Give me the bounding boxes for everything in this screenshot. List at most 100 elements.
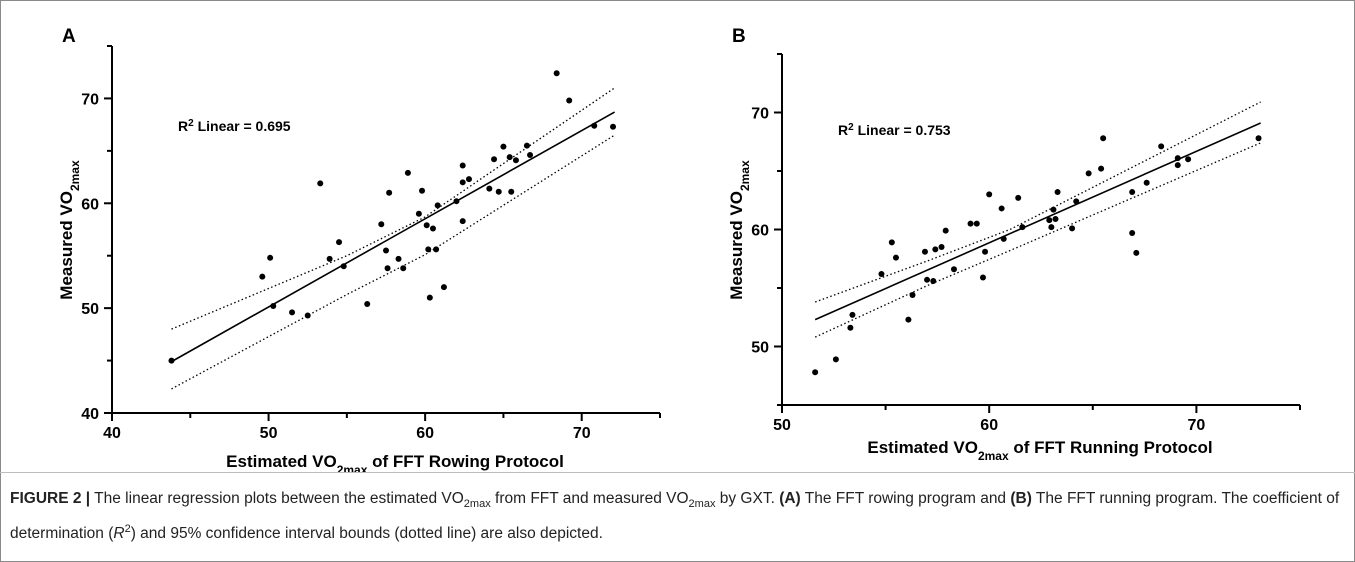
data-point — [1174, 162, 1181, 169]
data-point — [1255, 135, 1262, 142]
data-point — [395, 255, 402, 262]
panel-b: B 50 60 70 50 60 70 R2 Linear = 0.753 Estimated … — [727, 26, 1301, 463]
data-point — [434, 202, 441, 209]
panel-a: A 40 50 60 70 40 50 60 70 R2 Linear = 0.695 Estima… — [57, 26, 661, 472]
data-point — [459, 218, 466, 225]
x-label-subscript: 2max — [978, 449, 1009, 463]
data-point — [950, 266, 957, 273]
data-point — [415, 210, 422, 217]
data-point — [1085, 170, 1092, 177]
data-point — [340, 263, 347, 270]
regression-line — [171, 111, 615, 363]
panel-label: A — [62, 26, 76, 47]
data-point — [924, 276, 931, 283]
y-label-subscript: 2max — [738, 160, 752, 191]
data-point — [423, 222, 430, 229]
y-tick-label: 50 — [751, 340, 769, 357]
data-point — [1133, 249, 1140, 256]
data-point — [491, 156, 498, 163]
data-point — [419, 187, 426, 194]
data-point — [1158, 143, 1165, 150]
data-point — [1050, 206, 1057, 213]
data-point — [317, 180, 324, 187]
r-squared-value: Linear = 0.753 — [854, 122, 951, 138]
data-point — [566, 97, 573, 104]
data-point — [512, 157, 519, 164]
data-point — [404, 169, 411, 176]
data-point — [930, 277, 937, 284]
data-point — [383, 247, 389, 254]
x-tick-label: 50 — [260, 425, 278, 442]
x-label-rest: of FFT Rowing Protocol — [367, 452, 563, 471]
data-point — [553, 70, 560, 77]
r-squared-annotation: R2 Linear = 0.695 — [178, 118, 291, 135]
x-tick-label: 50 — [773, 417, 791, 434]
data-point — [1015, 194, 1022, 201]
data-point — [459, 162, 466, 169]
data-point — [832, 356, 839, 363]
y-label-subscript: 2max — [68, 160, 82, 191]
x-label-subscript: 2max — [337, 463, 368, 472]
data-point — [1143, 179, 1150, 186]
y-tick-label: 70 — [81, 91, 99, 108]
regression-line — [814, 122, 1261, 321]
data-point — [486, 185, 493, 192]
caption-text-3: by GXT. — [715, 490, 780, 507]
data-point — [168, 357, 175, 364]
data-point — [1069, 225, 1076, 232]
figure-caption: FIGURE 2 | The linear regression plots b… — [10, 486, 1340, 546]
data-point — [888, 239, 895, 246]
data-point — [336, 239, 343, 246]
data-point — [812, 369, 819, 376]
data-point — [921, 248, 928, 255]
caption-panel-a-ref: (A) — [779, 490, 801, 507]
data-point — [849, 311, 856, 318]
data-point — [1019, 224, 1026, 231]
data-point — [905, 316, 912, 323]
ci-lower-dotted-line — [171, 134, 615, 390]
ci-upper-dotted-line — [814, 101, 1261, 303]
figure-label: FIGURE 2 | — [10, 490, 91, 507]
caption-r-symbol: R — [113, 525, 125, 543]
x-tick-label: 60 — [980, 417, 998, 434]
data-point — [289, 309, 296, 316]
data-point — [909, 292, 916, 299]
data-point — [523, 142, 530, 149]
data-point — [1100, 135, 1107, 142]
data-point — [506, 154, 513, 161]
data-point — [500, 143, 507, 150]
data-point — [384, 265, 391, 272]
y-tick-label: 40 — [81, 406, 99, 423]
data-point — [1048, 224, 1055, 231]
caption-text-4: The FFT rowing program and — [800, 490, 1011, 507]
data-point — [1054, 189, 1061, 196]
data-point — [453, 198, 460, 205]
caption-text-2: from FFT and measured VO — [490, 490, 689, 507]
x-label-main: Estimated VO — [226, 452, 337, 471]
caption-divider — [0, 472, 1355, 473]
data-point — [1052, 215, 1059, 222]
x-axis-label: Estimated VO2max of FFT Rowing Protocol — [226, 452, 564, 472]
ci-lower-dotted-line — [814, 142, 1261, 338]
data-point — [465, 176, 472, 183]
data-point — [591, 122, 598, 129]
data-point — [998, 205, 1005, 212]
data-point — [1098, 165, 1105, 172]
caption-text-1: The linear regression plots between the … — [90, 490, 464, 507]
data-point — [610, 123, 617, 130]
r-squared-annotation: R2 Linear = 0.753 — [838, 122, 951, 139]
caption-text-5: The FFT running program. The coefficient… — [10, 490, 1340, 543]
data-point — [400, 265, 407, 272]
data-point — [270, 303, 277, 310]
data-point — [429, 225, 436, 232]
x-axis-label: Estimated VO2max of FFT Running Protocol — [867, 438, 1212, 463]
caption-sub-2: 2max — [688, 498, 716, 511]
caption-panel-b-ref: (B) — [1010, 490, 1032, 507]
data-point — [364, 300, 371, 307]
data-point — [938, 244, 945, 251]
x-label-rest: of FFT Running Protocol — [1009, 438, 1213, 457]
data-point — [847, 324, 854, 331]
data-point — [1046, 217, 1053, 224]
data-point — [459, 179, 466, 186]
